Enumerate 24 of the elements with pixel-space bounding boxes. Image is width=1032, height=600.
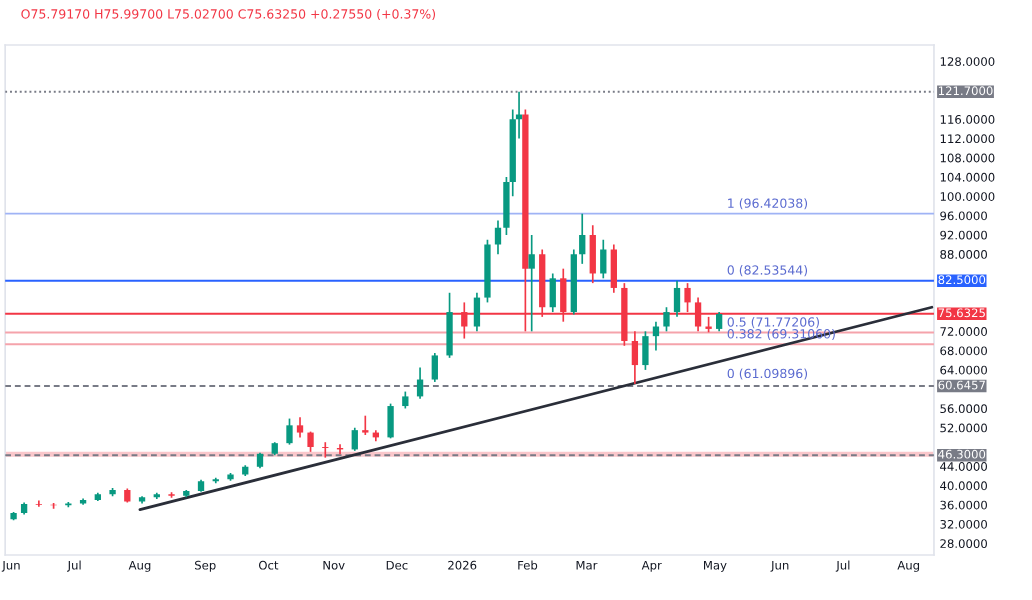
candlestick [473, 291, 481, 333]
candlestick [549, 272, 556, 313]
candlestick [307, 430, 314, 453]
candlestick [579, 212, 586, 265]
candlestick [387, 402, 394, 440]
candlestick [715, 311, 723, 333]
candlestick [631, 330, 639, 385]
candlestick [416, 366, 424, 400]
candlestick [431, 352, 438, 383]
candlestick [286, 417, 293, 446]
candlestick [362, 414, 369, 436]
candlestick [663, 306, 670, 333]
candlestick [610, 243, 617, 294]
candlestick [351, 426, 358, 452]
candlestick [446, 291, 453, 359]
candlestick [494, 219, 502, 256]
candlestick [528, 234, 535, 333]
candlestick [296, 416, 304, 439]
candlestick [600, 238, 607, 280]
candlestick [589, 224, 596, 284]
candlestick [322, 441, 329, 459]
candlestick [35, 499, 43, 508]
candlestick [642, 330, 649, 371]
candlestick [673, 279, 681, 318]
